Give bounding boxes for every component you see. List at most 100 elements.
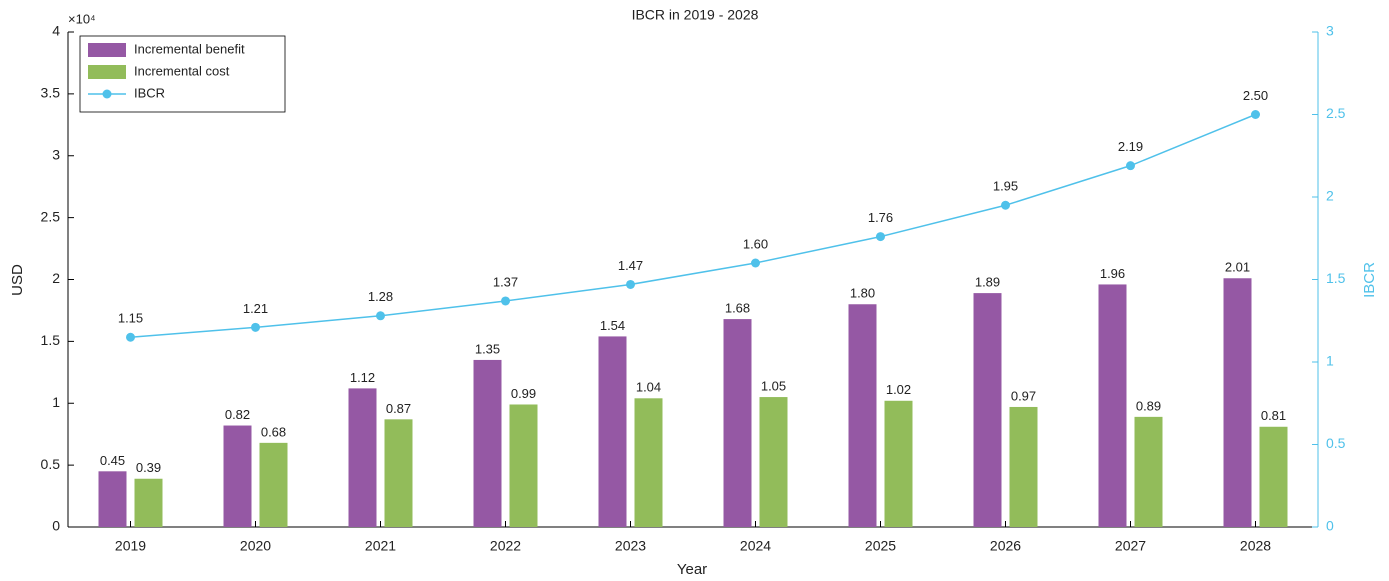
y2-tick-label: 3 [1326,23,1334,39]
y-tick-label: 0.5 [41,456,61,472]
data-label: 2.01 [1225,260,1250,275]
data-label: 1.80 [850,286,875,301]
data-label: 0.81 [1261,408,1286,423]
line-point [626,279,635,289]
line-point [1126,161,1135,171]
data-label: 1.02 [886,382,911,397]
x-tick-label: 2022 [490,538,521,554]
x-tick-label: 2021 [365,538,396,554]
line-point [876,232,885,242]
line-point [376,311,385,321]
y2-tick-label: 0.5 [1326,435,1346,451]
data-label: 2.19 [1118,139,1143,154]
bar [1134,416,1163,527]
data-label: 0.39 [136,460,161,475]
data-label: 1.76 [868,210,893,225]
x-tick-label: 2023 [615,538,646,554]
data-label: 1.95 [993,179,1018,194]
bar [1223,278,1252,527]
x-tick-label: 2020 [240,538,271,554]
x-tick-label: 2028 [1240,538,1271,554]
y-tick-label: 0 [52,518,60,534]
x-tick-label: 2019 [115,538,146,554]
y-tick-label: 2 [52,270,60,286]
line-point [501,296,510,306]
data-label: 0.45 [100,453,125,468]
data-label: 1.21 [243,301,268,316]
y2-tick-label: 0 [1326,518,1334,534]
bar [759,397,788,527]
data-label: 0.97 [1011,388,1036,403]
data-label: 1.12 [350,370,375,385]
legend-label: IBCR [134,85,165,100]
y-tick-label: 2.5 [41,208,61,224]
line-point [126,332,135,342]
line-point [1251,110,1260,119]
y-tick-label: 4 [52,23,60,39]
data-label: 1.15 [118,311,143,326]
y2-tick-label: 1.5 [1326,270,1346,286]
data-label: 1.54 [600,318,625,333]
bar [1098,284,1127,527]
legend-swatch [88,43,126,57]
bar [509,404,538,527]
data-label: 1.04 [636,380,661,395]
data-label: 1.60 [743,236,768,251]
line [130,113,1256,338]
data-label: 1.89 [975,275,1000,290]
y2-axis-label: IBCR [1361,262,1378,298]
y-tick-label: 1.5 [41,332,61,348]
data-label: 1.37 [493,274,518,289]
bar [1259,426,1288,527]
data-label: 0.99 [511,386,536,401]
line-point [751,258,760,268]
bar [598,336,627,527]
legend-swatch [88,65,126,79]
bar [473,359,502,527]
data-label: 2.50 [1243,88,1268,103]
y-axis-label: USD [9,264,26,296]
y2-tick-label: 1 [1326,353,1334,369]
data-label: 1.05 [761,379,786,394]
x-tick-label: 2026 [990,538,1021,554]
legend-label: Incremental cost [134,63,230,78]
data-label: 0.68 [261,424,286,439]
line-point [1001,200,1010,210]
legend-label: Incremental benefit [134,41,245,56]
data-label: 0.87 [386,401,411,416]
data-label: 0.89 [1136,398,1161,413]
data-label: 1.28 [368,289,393,304]
bar [634,398,663,527]
bar [1009,406,1038,527]
bar [723,319,752,527]
legend-swatch [102,89,112,99]
chart-title: IBCR in 2019 - 2028 [632,7,759,23]
data-label: 0.82 [225,407,250,422]
bar [223,425,252,527]
data-label: 1.47 [618,258,643,273]
bar [848,304,877,527]
data-label: 1.68 [725,301,750,316]
y-exponent: ×10⁴ [68,11,96,26]
line-point [251,322,260,332]
y2-tick-label: 2.5 [1326,105,1346,121]
bar [134,478,163,527]
x-tick-label: 2027 [1115,538,1146,554]
y-tick-label: 3 [52,146,60,162]
bar [98,471,127,527]
y2-tick-label: 2 [1326,188,1334,204]
bar [973,293,1002,527]
y-tick-label: 3.5 [41,85,61,101]
y-tick-label: 1 [52,394,60,410]
data-label: 1.96 [1100,266,1125,281]
x-axis-label: Year [677,561,707,578]
bar [884,400,913,527]
bar [348,388,377,527]
bar [259,442,288,527]
x-tick-label: 2024 [740,538,771,554]
data-label: 1.35 [475,341,500,356]
bar [384,419,413,527]
x-tick-label: 2025 [865,538,896,554]
